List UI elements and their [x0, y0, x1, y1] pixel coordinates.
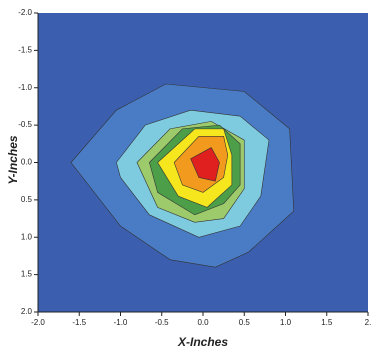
x-tick-label: 2.	[365, 318, 372, 327]
x-tick-label: -2.0	[31, 318, 45, 327]
x-tick-label: 0.0	[197, 318, 209, 327]
x-tick-label: 1.5	[321, 318, 333, 327]
y-tick-label: -1.5	[18, 45, 32, 54]
y-tick-label: -2.0	[18, 8, 32, 17]
x-tick-label: 0.5	[239, 318, 251, 327]
x-tick-label: 1.0	[280, 318, 292, 327]
y-tick-label: -0.5	[18, 120, 32, 129]
y-tick-label: 1.5	[21, 270, 33, 279]
y-tick-label: 2.0	[21, 307, 33, 316]
x-axis-label: X-Inches	[177, 335, 228, 349]
y-axis-label: Y-Inches	[6, 135, 20, 184]
contour-level	[190, 147, 220, 182]
y-tick-label: 0.0	[21, 158, 33, 167]
x-tick-label: -1.5	[72, 318, 86, 327]
x-tick-label: -0.5	[155, 318, 169, 327]
y-tick-label: 1.0	[21, 232, 33, 241]
y-tick-label: 0.5	[21, 195, 33, 204]
y-tick-label: -1.0	[18, 83, 32, 92]
x-tick-label: -1.0	[114, 318, 128, 327]
